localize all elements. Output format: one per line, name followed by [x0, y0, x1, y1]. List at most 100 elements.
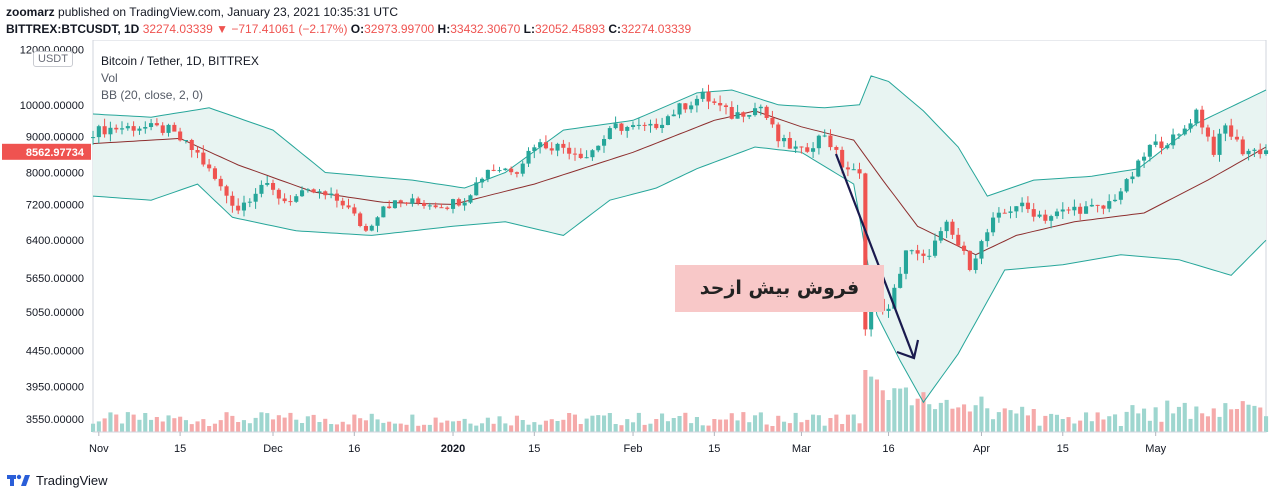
current-price-tag	[2, 143, 91, 160]
candle-body	[956, 234, 961, 246]
volume-bar	[909, 405, 914, 432]
author-name: zoomarz	[6, 5, 55, 19]
volume-bar	[787, 423, 792, 432]
volume-bar	[828, 418, 833, 432]
volume-bar	[317, 422, 322, 432]
candle-body	[863, 173, 868, 330]
volume-bar	[334, 424, 339, 432]
candle-body	[509, 168, 514, 173]
volume-bar	[294, 419, 299, 432]
volume-bar	[532, 422, 537, 432]
candle-body	[869, 296, 874, 330]
volume-bar	[1107, 416, 1112, 432]
candle-body	[172, 124, 177, 132]
high-value: 33432.30670	[450, 22, 521, 36]
volume-bar	[596, 415, 601, 432]
candle-body	[1049, 216, 1054, 221]
candle-body	[1258, 149, 1263, 155]
candle-body	[1118, 191, 1123, 200]
candle-body	[1136, 160, 1141, 177]
candle-body	[387, 206, 392, 209]
volume-bar	[944, 399, 949, 432]
candle-body	[694, 98, 699, 106]
candle-body	[149, 123, 154, 127]
volume-bar	[410, 414, 415, 432]
candle-body	[607, 128, 612, 139]
volume-bar	[265, 413, 270, 432]
candle-body	[1194, 109, 1199, 124]
x-tick-label: Dec	[263, 443, 283, 455]
candle-body	[723, 105, 728, 107]
volume-bar	[642, 424, 647, 432]
candle-body	[1107, 201, 1112, 209]
volume-bar	[1101, 419, 1106, 432]
ohlc-line: BITTREX:BTCUSDT, 1D 32274.03339 ▼ −717.4…	[6, 22, 691, 36]
volume-bar	[898, 388, 903, 432]
candle-body	[996, 212, 1001, 218]
candle-body	[1130, 176, 1135, 180]
candle-body	[625, 127, 630, 131]
volume-bar	[933, 409, 938, 432]
volume-bar	[805, 419, 810, 432]
currency-badge[interactable]: USDT	[33, 51, 73, 67]
candle-body	[503, 168, 508, 171]
candle-body	[1072, 206, 1077, 211]
volume-bar	[549, 419, 554, 432]
volume-bar	[770, 426, 775, 432]
y-tick-label: 8000.00000	[26, 168, 84, 180]
candle-body	[543, 142, 548, 149]
candle-body	[985, 232, 990, 242]
candle-body	[1060, 209, 1065, 212]
volume-bar	[160, 421, 165, 432]
candle-body	[1084, 206, 1089, 214]
volume-bar	[1037, 425, 1042, 432]
price-chart[interactable]: 12000.0000010000.000009000.000008000.000…	[0, 40, 1274, 464]
candle-body	[480, 178, 485, 183]
candle-body	[363, 226, 368, 231]
volume-bar	[485, 417, 490, 432]
candle-body	[369, 225, 374, 231]
volume-bar	[1182, 402, 1187, 432]
candle-body	[828, 135, 833, 148]
volume-bar	[1159, 421, 1164, 432]
volume-bar	[985, 408, 990, 432]
candle-body	[613, 123, 618, 129]
volume-bar	[114, 414, 119, 432]
annotation-text: فروش بیش ازحد	[699, 277, 860, 299]
volume-bar	[247, 423, 252, 432]
candle-body	[1182, 128, 1187, 135]
volume-bar	[352, 414, 357, 432]
candle-body	[962, 245, 967, 251]
candle-body	[1211, 136, 1216, 155]
volume-bar	[712, 419, 717, 432]
candle-body	[764, 106, 769, 118]
volume-bar	[381, 422, 386, 432]
volume-bar	[439, 422, 444, 432]
volume-bar	[288, 412, 293, 432]
volume-bar	[358, 418, 363, 432]
candle-body	[212, 168, 217, 179]
volume-bar	[671, 418, 676, 432]
candle-body	[561, 143, 566, 148]
symbol-label: BITTREX:BTCUSDT, 1D	[6, 22, 140, 36]
candle-body	[700, 91, 705, 99]
volume-bar	[619, 425, 624, 432]
bollinger-upper-line	[92, 75, 1267, 197]
volume-bar	[491, 423, 496, 432]
tradingview-brand[interactable]: TradingView	[6, 472, 108, 488]
candle-body	[712, 101, 717, 103]
volume-bar	[526, 424, 531, 432]
candle-body	[230, 195, 235, 206]
candle-body	[439, 207, 444, 209]
down-triangle-icon: ▼	[216, 22, 228, 36]
volume-bar	[921, 392, 926, 432]
candle-body	[747, 115, 752, 117]
candle-body	[805, 147, 810, 152]
candle-body	[892, 287, 897, 309]
volume-bar	[189, 424, 194, 432]
candle-body	[654, 123, 659, 129]
volume-bar	[543, 420, 548, 432]
volume-bar	[201, 419, 206, 432]
candle-body	[183, 140, 188, 141]
x-tick-label: 16	[348, 443, 360, 455]
